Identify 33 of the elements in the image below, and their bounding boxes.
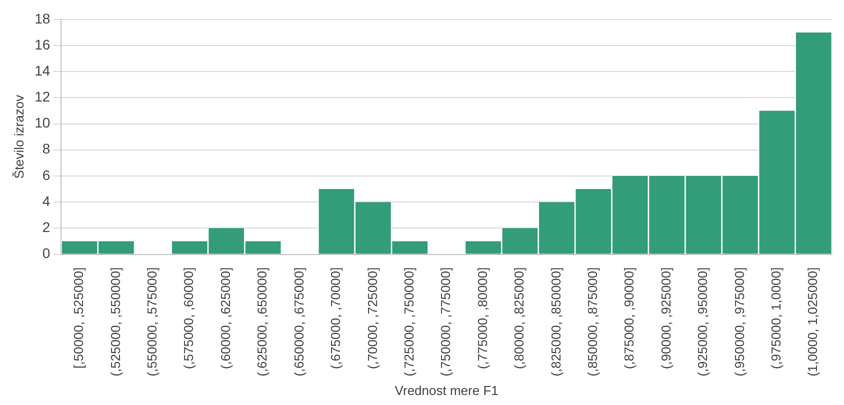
x-tick-label: (,750000, ,775000] <box>438 267 454 376</box>
x-tick-label: (,625000, ,650000] <box>254 267 270 376</box>
x-tick-label: (,550000, ,575000] <box>144 267 160 376</box>
x-tick-label: (,675000, ,70000] <box>328 267 344 370</box>
y-tick-label: 18 <box>34 10 50 26</box>
y-tick-label: 0 <box>42 245 50 262</box>
x-tick-label: (,925000, ,950000] <box>695 267 710 376</box>
x-tick-label: (,90000, ,925000] <box>658 267 674 370</box>
x-tick-label: (,70000, ,725000] <box>364 267 380 370</box>
y-tick-label: 16 <box>34 36 50 52</box>
x-tick-label: (,725000, ,750000] <box>401 267 416 376</box>
x-tick-label: [,50000, ,525000] <box>71 267 86 368</box>
x-tick-label: (,575000, ,60000] <box>181 267 196 370</box>
x-tick-label: (1,0000, 1,025000] <box>805 267 820 376</box>
y-tick-label: 6 <box>42 166 50 183</box>
y-tick-label: 2 <box>42 219 50 236</box>
y-axis-title: Število izrazov <box>11 94 26 179</box>
x-tick-label: (,950000, ,975000] <box>732 267 747 376</box>
x-tick-label: (,525000, ,550000] <box>108 267 123 376</box>
x-tick-label: (,875000, ,90000] <box>622 267 637 370</box>
x-tick-label: (,850000, ,875000] <box>584 267 600 376</box>
x-tick-label: (,825000, ,850000] <box>548 267 564 376</box>
x-tick-label: (,80000, ,825000] <box>512 267 527 370</box>
y-tick-label: 10 <box>34 114 50 131</box>
x-tick-label: (,60000, ,625000] <box>218 267 233 370</box>
x-tick-label: (,775000, ,80000] <box>474 267 490 370</box>
x-axis-title: Vrednost mere F1 <box>394 382 498 398</box>
y-tick-label: 14 <box>34 62 50 78</box>
y-tick-label: 12 <box>34 88 50 105</box>
x-tick-label: (,650000, ,675000] <box>291 267 306 376</box>
y-tick-label: 4 <box>42 192 50 209</box>
y-tick-label: 8 <box>42 140 50 157</box>
x-tick-label: (,975000, 1,0000] <box>768 267 784 370</box>
